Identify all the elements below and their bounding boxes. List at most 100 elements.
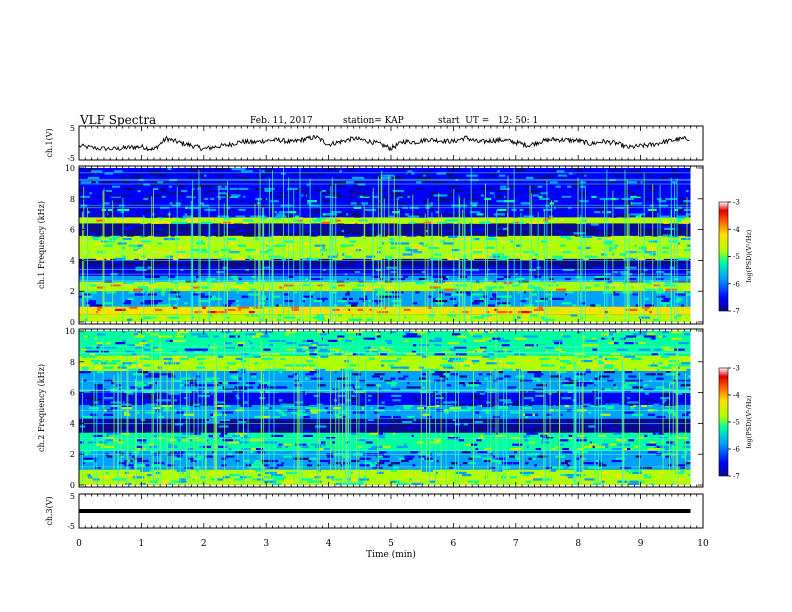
spectrogram-speckle [269, 469, 281, 472]
spectrogram-speckle [481, 190, 488, 193]
spectrogram-speckle [168, 185, 173, 188]
spectrogram-speckle [545, 168, 556, 171]
spectrogram-speckle [382, 421, 390, 424]
spectrogram-speckle [469, 197, 479, 201]
spectrogram-speckle [581, 306, 593, 309]
spectrogram-speckle [544, 466, 550, 469]
spectrogram-speckle [648, 185, 653, 188]
spectrogram-speckle [142, 371, 149, 374]
spectrogram-speckle [646, 282, 652, 285]
spectrogram-speckle [644, 172, 655, 175]
spectrogram-speckle [169, 255, 173, 258]
spectrogram-speckle [449, 421, 458, 424]
spectrogram-speckle [659, 187, 664, 190]
spectrogram-speckle [404, 457, 413, 460]
spectrogram-speckle [294, 255, 303, 258]
spectrogram-speckle [543, 208, 553, 212]
spectrogram-line [79, 260, 691, 261]
spectrogram-speckle [489, 255, 492, 258]
spectrogram-speckle [407, 170, 413, 173]
spectrogram-speckle [90, 258, 100, 262]
spectrogram-streak [209, 221, 211, 322]
spectrogram-speckle [376, 302, 379, 305]
spectrogram-speckle [658, 200, 667, 203]
spectrogram-speckle [676, 469, 683, 472]
spectrogram-speckle [372, 275, 381, 278]
spectrogram-speckle [393, 466, 399, 469]
spectrogram-speckle [648, 404, 656, 408]
spectrogram-speckle [116, 314, 124, 317]
spectrogram-speckle [222, 439, 234, 442]
spectrogram-speckle [179, 480, 187, 483]
spectrogram-speckle [522, 474, 530, 477]
spectrogram-speckle [622, 441, 634, 444]
spectrogram-speckle [93, 238, 99, 241]
spectrogram-speckle [147, 382, 153, 385]
spectrogram-speckle [195, 291, 201, 294]
spectrogram-speckle [585, 371, 591, 374]
spectrogram-speckle [84, 480, 89, 483]
spectrogram-speckle [613, 271, 618, 274]
spectrogram-speckle [300, 445, 313, 448]
spectrogram-speckle [353, 308, 364, 311]
spectrogram-speckle [606, 423, 611, 426]
spectrogram-speckle [203, 253, 213, 256]
spectrogram-speckle [94, 242, 102, 245]
spectrogram-speckle [102, 413, 114, 416]
spectrogram-speckle [200, 258, 208, 262]
spectrogram-speckle [382, 464, 388, 467]
spectrogram-speckle [603, 238, 613, 241]
spectrogram-speckle [501, 225, 510, 228]
spectrogram-speckle [285, 227, 297, 230]
spectrogram-speckle [527, 386, 536, 389]
spectrogram-speckle [400, 441, 411, 444]
spectrogram-speckle [619, 459, 629, 463]
spectrogram-speckle [525, 286, 529, 289]
spectrogram-speckle [496, 244, 506, 247]
spectrogram-speckle [178, 371, 191, 374]
spectrogram-speckle [292, 194, 297, 197]
spectrogram-speckle [678, 208, 684, 212]
spectrogram-speckle [567, 434, 573, 437]
spectrogram-speckle [684, 249, 695, 252]
spectrogram-speckle [223, 399, 231, 402]
spectrogram-streak [543, 209, 545, 322]
spectrogram-speckle [321, 266, 325, 269]
spectrogram-speckle [181, 471, 184, 474]
spectrogram-speckle [603, 415, 607, 419]
spectrogram-speckle [583, 441, 591, 444]
spectrogram-speckle [406, 271, 418, 274]
spectrogram-speckle [162, 480, 171, 483]
spectrogram-speckle [428, 246, 431, 249]
spectrogram-speckle [387, 418, 390, 421]
spectrogram-speckle [381, 235, 391, 238]
spectrogram-speckle [196, 275, 200, 278]
spectrogram-speckle [470, 211, 481, 214]
spectrogram-speckle [255, 187, 267, 190]
spectrogram-speckle [154, 235, 159, 238]
spectrogram-speckle [488, 172, 496, 175]
spectrogram-speckle [334, 242, 347, 245]
spectrogram-speckle [322, 430, 334, 433]
spectrogram-speckle [549, 401, 558, 404]
spectrogram-speckle [545, 174, 553, 177]
spectrogram-speckle [247, 261, 259, 264]
spectrogram-speckle [253, 384, 256, 387]
spectrogram-speckle [402, 375, 409, 378]
spectrogram-speckle [402, 275, 409, 278]
spectrogram-speckle [150, 251, 159, 254]
spectrogram-speckle [169, 480, 180, 483]
spectrogram-speckle [351, 255, 358, 258]
spectrogram-speckle [526, 432, 539, 435]
spectrogram-speckle [553, 176, 562, 179]
spectrogram-speckle [310, 375, 313, 378]
spectrogram-speckle [534, 464, 537, 467]
spectrogram-speckle [583, 428, 592, 431]
spectrogram-speckle [632, 275, 642, 278]
spectrogram-speckle [158, 187, 165, 190]
spectrogram-speckle [85, 230, 92, 233]
spectrogram-speckle [372, 208, 384, 212]
spectrogram-speckle [88, 445, 97, 448]
spectrogram-speckle [267, 466, 279, 469]
spectrogram-speckle [211, 466, 215, 469]
